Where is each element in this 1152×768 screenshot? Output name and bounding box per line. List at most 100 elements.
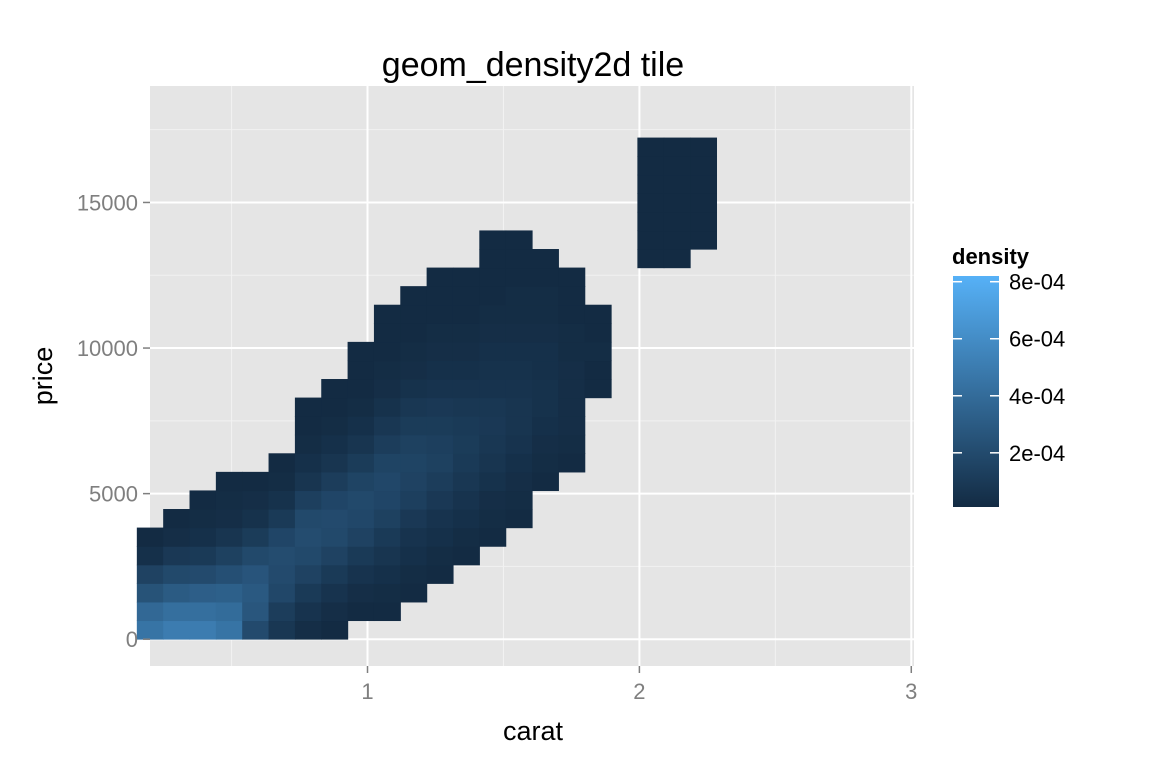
- legend-colorbar: [953, 276, 999, 507]
- density-tile: [294, 509, 322, 529]
- density-tile: [321, 601, 349, 622]
- density-tile: [189, 620, 217, 640]
- density-tile: [479, 249, 507, 269]
- density-tile: [268, 453, 296, 473]
- density-tile: [505, 286, 533, 306]
- density-tile: [584, 304, 612, 324]
- density-tile: [373, 341, 401, 362]
- density-tile: [452, 546, 480, 566]
- density-tile: [479, 323, 507, 343]
- density-tile: [242, 546, 270, 566]
- density-tile: [400, 416, 428, 436]
- density-tile: [505, 379, 533, 399]
- density-tile: [163, 601, 191, 622]
- density-tile: [558, 323, 586, 343]
- density-tile: [532, 416, 559, 436]
- density-tile: [637, 230, 665, 250]
- density-tile: [373, 509, 401, 529]
- density-tile: [426, 490, 454, 510]
- density-tile: [426, 471, 454, 492]
- density-tile: [136, 527, 164, 547]
- density-tile: [242, 564, 270, 584]
- density-tile: [136, 583, 164, 603]
- density-tile: [321, 564, 349, 584]
- density-tile: [532, 379, 559, 399]
- density-tile: [268, 490, 296, 510]
- density-tile: [268, 620, 296, 640]
- density-tile: [136, 601, 164, 622]
- density-tile: [347, 397, 375, 417]
- density-tile: [373, 379, 401, 399]
- legend-ticks: 8e-04 6e-04 4e-04 2e-04: [953, 270, 1065, 466]
- density-tile: [347, 471, 375, 492]
- density-tile: [452, 453, 480, 473]
- density-tile: [347, 453, 375, 473]
- density-tile: [347, 434, 375, 454]
- density-tile: [242, 620, 270, 640]
- density-tile: [373, 434, 401, 454]
- density-tile: [400, 564, 428, 584]
- density-tile: [690, 174, 718, 194]
- density-tile: [400, 527, 428, 547]
- density-tile: [584, 379, 612, 399]
- density-tile: [532, 360, 559, 380]
- density-tile: [268, 527, 296, 547]
- density-tile: [532, 471, 559, 492]
- x-axis: 1 2 3: [361, 666, 917, 704]
- density-tile: [189, 546, 217, 566]
- density-tile: [637, 211, 665, 232]
- density-tile: [347, 416, 375, 436]
- density-tile: [268, 471, 296, 492]
- density-tile: [215, 601, 243, 622]
- density-tile: [215, 527, 243, 547]
- density-tile: [189, 527, 217, 547]
- density-tile: [268, 509, 296, 529]
- density-tile: [637, 249, 665, 269]
- density-tile: [479, 490, 507, 510]
- y-axis: 0 5000 10000 15000: [77, 190, 150, 652]
- y-tick-label: 0: [126, 627, 138, 652]
- density-tile: [373, 416, 401, 436]
- density-tile: [690, 230, 718, 250]
- density-tile: [426, 304, 454, 324]
- density-tile: [268, 601, 296, 622]
- density-tile: [532, 267, 559, 287]
- density-tile: [215, 509, 243, 529]
- density-tile: [294, 490, 322, 510]
- density-tile: [321, 379, 349, 399]
- density-tile: [215, 471, 243, 492]
- density-tile: [532, 323, 559, 343]
- density-tile: [347, 490, 375, 510]
- density-tile: [373, 546, 401, 566]
- density-tile: [690, 156, 718, 176]
- density-tile: [558, 341, 586, 362]
- density-tile: [479, 509, 507, 529]
- density-tile: [452, 379, 480, 399]
- density-tile: [663, 156, 691, 176]
- x-axis-title: carat: [503, 716, 564, 746]
- density-tile: [532, 304, 559, 324]
- density-tile: [373, 601, 401, 622]
- density-tile: [400, 434, 428, 454]
- density-tile: [505, 323, 533, 343]
- density-tile: [136, 620, 164, 640]
- density-tile: [321, 453, 349, 473]
- density-tile: [505, 397, 533, 417]
- density-tile: [163, 564, 191, 584]
- density-tile: [532, 397, 559, 417]
- density-tile: [136, 546, 164, 566]
- density-tile: [558, 267, 586, 287]
- density-tile: [426, 527, 454, 547]
- density-tile: [426, 509, 454, 529]
- density-tile: [663, 174, 691, 194]
- density-tile: [268, 546, 296, 566]
- density-tile: [452, 416, 480, 436]
- density-tile: [189, 601, 217, 622]
- density-tile: [294, 416, 322, 436]
- density-tile: [663, 193, 691, 213]
- density-tile: [452, 360, 480, 380]
- density-tile: [532, 341, 559, 362]
- density-tile: [505, 304, 533, 324]
- density-tile: [400, 341, 428, 362]
- density-tile: [215, 546, 243, 566]
